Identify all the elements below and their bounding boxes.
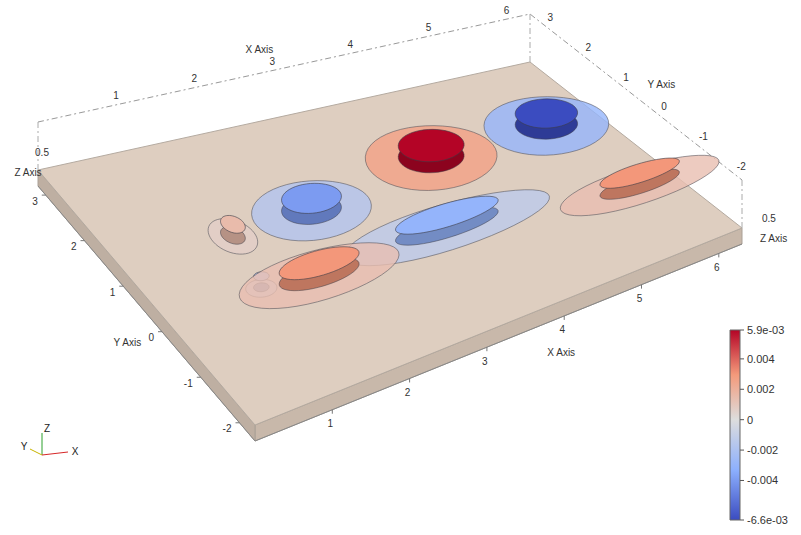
svg-text:X Axis: X Axis [547,347,575,358]
svg-text:6: 6 [504,5,510,16]
svg-text:Y Axis: Y Axis [114,337,142,348]
svg-text:-0.002: -0.002 [747,444,778,456]
svg-text:2: 2 [585,42,591,53]
svg-text:5: 5 [637,293,643,304]
svg-text:Z Axis: Z Axis [760,233,787,244]
svg-text:0.002: 0.002 [747,383,775,395]
svg-text:Y: Y [21,441,28,452]
svg-text:-2: -2 [223,423,232,434]
svg-text:5: 5 [426,22,432,33]
svg-text:6: 6 [714,262,720,273]
svg-text:3: 3 [482,356,488,367]
svg-text:Z Axis: Z Axis [14,167,41,178]
svg-text:1: 1 [623,72,629,83]
svg-text:0.5: 0.5 [35,147,49,158]
svg-text:4: 4 [348,39,354,50]
svg-text:0.5: 0.5 [762,213,776,224]
svg-text:2: 2 [405,387,411,398]
svg-text:1: 1 [113,90,119,101]
svg-text:3: 3 [548,12,554,23]
svg-text:3: 3 [32,196,38,207]
svg-text:-0.004: -0.004 [747,474,778,486]
svg-text:0: 0 [747,414,753,426]
svg-text:X: X [72,446,79,457]
svg-text:-1: -1 [699,131,708,142]
svg-text:0.004: 0.004 [747,353,775,365]
svg-text:1: 1 [110,287,116,298]
svg-text:1: 1 [328,418,334,429]
svg-text:-1: -1 [184,378,193,389]
svg-text:-6.6e-03: -6.6e-03 [747,514,788,526]
svg-text:0: 0 [661,101,667,112]
svg-text:Z: Z [44,423,50,434]
svg-text:4: 4 [559,324,565,335]
svg-text:2: 2 [71,241,77,252]
svg-text:0: 0 [148,332,154,343]
svg-text:-2: -2 [737,161,746,172]
svg-text:5.9e-03: 5.9e-03 [747,324,784,336]
svg-text:2: 2 [191,73,197,84]
svg-text:X Axis: X Axis [246,44,274,55]
svg-text:3: 3 [270,56,276,67]
svg-text:Y Axis: Y Axis [648,79,676,90]
